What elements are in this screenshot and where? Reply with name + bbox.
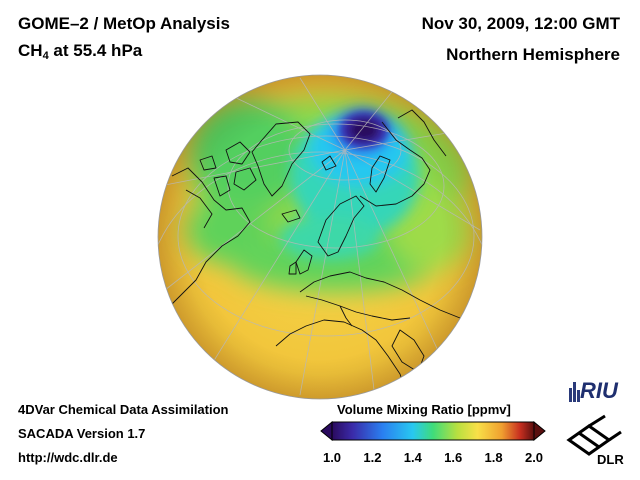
version-label: SACADA Version 1.7 <box>18 426 146 441</box>
coastlines <box>167 109 461 399</box>
globe-map <box>157 74 483 400</box>
colorbar-tick-label: 1.4 <box>403 450 422 465</box>
concentration-field <box>158 75 482 399</box>
map-subtitle: CH4 at 55.4 hPa <box>18 41 142 62</box>
colorbar-tick-label: 1.8 <box>484 450 503 465</box>
colorbar-tick-label: 2.0 <box>524 450 544 465</box>
map-region: Northern Hemisphere <box>446 45 620 64</box>
species-subscript: 4 <box>42 50 49 62</box>
colorbar-tick-label: 1.6 <box>444 450 463 465</box>
colorbar-title: Volume Mixing Ratio [ppmv] <box>337 402 511 417</box>
colorbar-tick-label: 1.2 <box>363 450 382 465</box>
riu-logo: RIU <box>569 378 619 403</box>
map-date: Nov 30, 2009, 12:00 GMT <box>421 14 620 33</box>
dlr-logo-text: DLR <box>597 452 624 467</box>
map-title: GOME–2 / MetOp Analysis <box>18 14 230 33</box>
species-prefix: CH <box>18 41 43 60</box>
graticule <box>158 77 482 399</box>
colorbar-min-arrow <box>320 420 333 442</box>
colorbar-tick-label: 1.0 <box>322 450 342 465</box>
dlr-logo: DLR <box>566 414 624 467</box>
website-link[interactable]: http://wdc.dlr.de <box>18 450 118 465</box>
method-label: 4DVar Chemical Data Assimilation <box>18 402 229 417</box>
colorbar-gradient <box>331 421 535 441</box>
riu-logo-text: RIU <box>580 378 619 403</box>
globe-outline <box>157 74 483 400</box>
colorbar-max-arrow <box>533 420 546 442</box>
species-level: at 55.4 hPa <box>48 41 143 60</box>
colorbar <box>320 420 546 442</box>
